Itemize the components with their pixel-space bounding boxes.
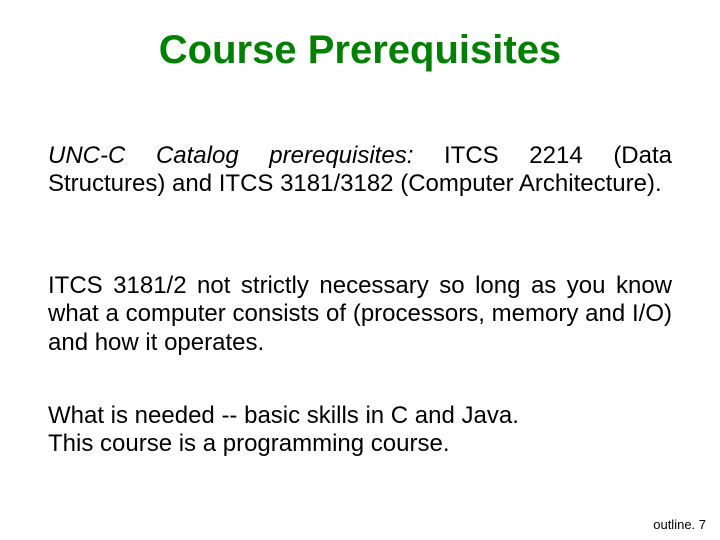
slide-number: outline. 7 xyxy=(653,517,706,532)
paragraph-1: UNC-C Catalog prerequisites: ITCS 2214 (… xyxy=(48,142,672,199)
para3-line1: What is needed -- basic skills in C and … xyxy=(48,402,519,429)
slide-title: Course Prerequisites xyxy=(0,28,720,73)
paragraph-2: ITCS 3181/2 not strictly necessary so lo… xyxy=(48,272,672,357)
para3-line2: This course is a programming course. xyxy=(48,430,449,457)
slide: Course Prerequisites UNC-C Catalog prere… xyxy=(0,0,720,540)
paragraph-3: What is needed -- basic skills in C and … xyxy=(48,402,672,459)
para1-lead: UNC-C Catalog prerequisites: xyxy=(48,142,413,169)
